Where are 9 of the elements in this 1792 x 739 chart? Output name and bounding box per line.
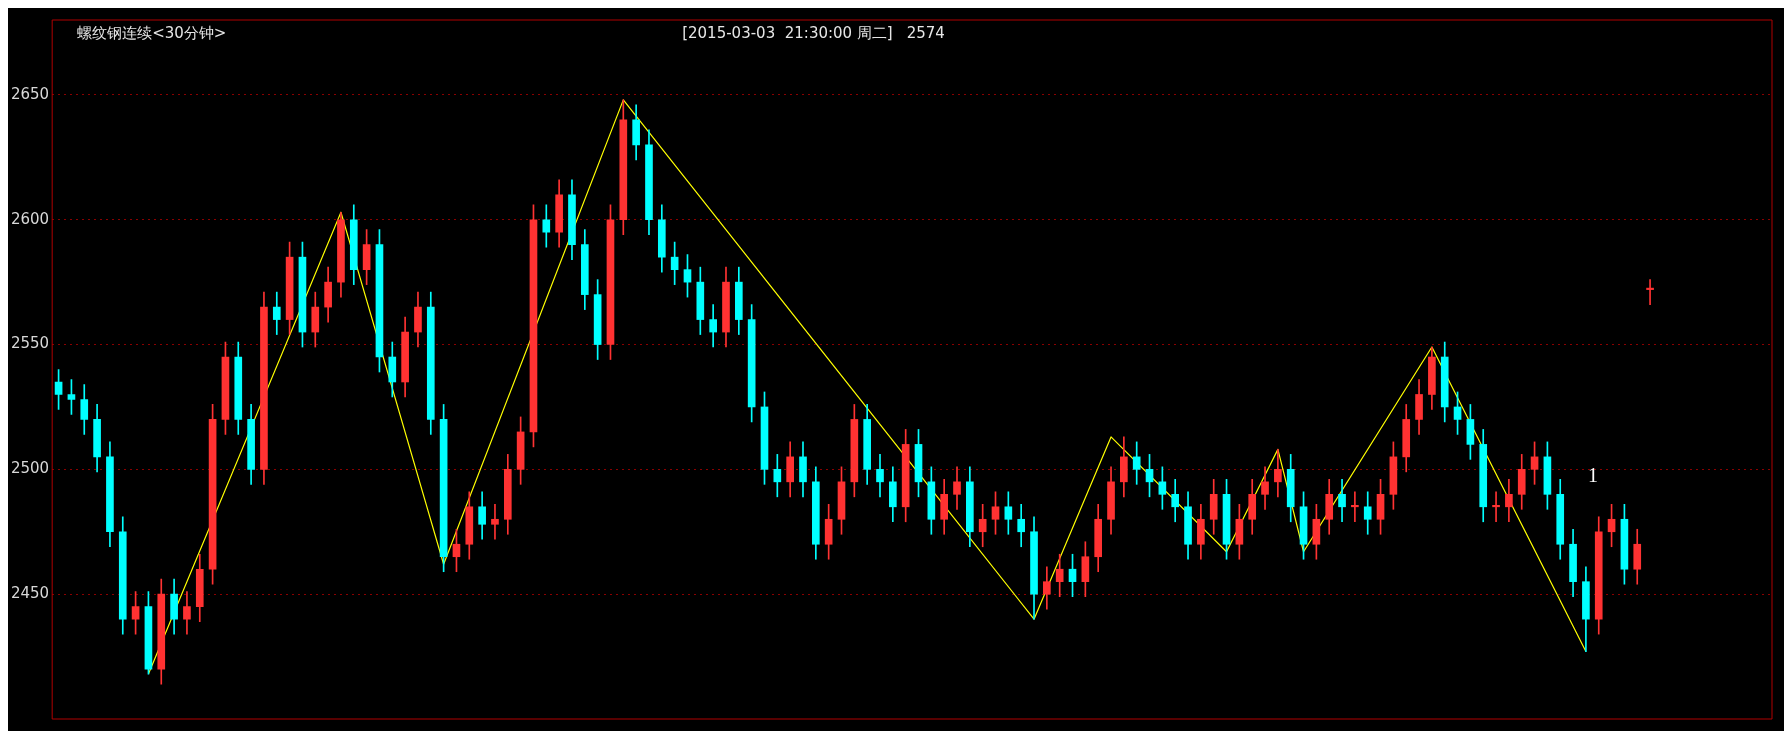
y-tick-label: 2650 [10,84,50,103]
y-tick-label: 2500 [10,459,50,478]
y-tick-label: 2600 [10,209,50,228]
chart-title: 螺纹钢连续<30分钟> [77,23,227,42]
y-tick-label: 2450 [10,584,50,603]
y-tick-label: 2550 [10,334,50,353]
chart-subtitle: [2015-03-03 21:30:00 周二] [682,23,893,42]
annotation: 1 [1587,464,1598,487]
annotation: 2574 [906,23,945,42]
